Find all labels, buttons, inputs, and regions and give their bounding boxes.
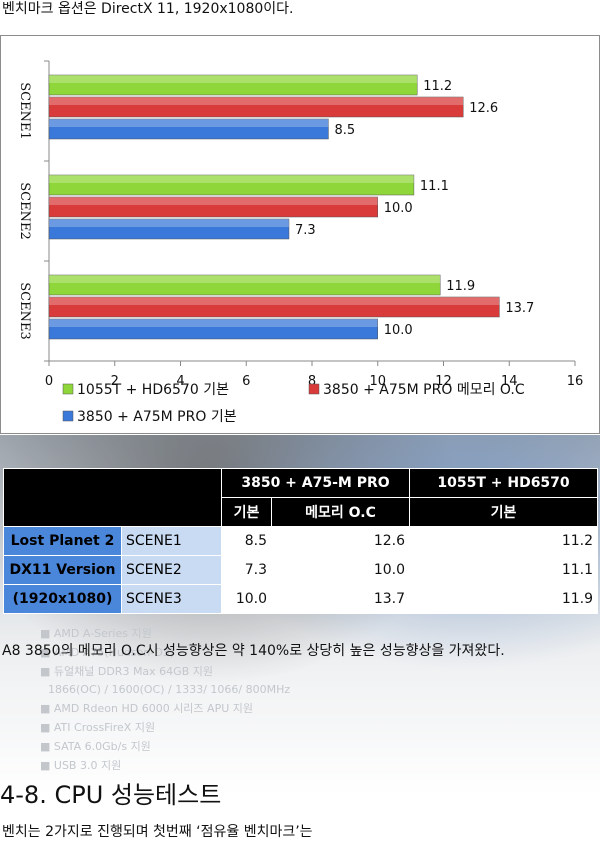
x-tick-label: 6	[242, 374, 250, 389]
watermark-line: ■ ATI CrossFireX 지원	[40, 720, 156, 734]
watermark-line: ■ AMD Rdeon HD 6000 시리즈 APU 지원	[40, 702, 253, 716]
group-header-3850: 3850 + A75-M PRO	[220, 468, 411, 498]
sub-header-basic-1055t: 기본	[409, 497, 599, 527]
data-label: 7.3	[295, 223, 316, 238]
value-cell: 10.0	[270, 555, 411, 585]
watermark-line: 1866(OC) / 1600(OC) / 1333/ 1066/ 800MHz	[48, 683, 291, 697]
game-name-line: Lost Planet 2	[3, 526, 122, 556]
bar-highlight	[49, 119, 329, 127]
bar-highlight	[49, 197, 378, 205]
watermark-line: ■ AMD A75(Hudson-D3)	[40, 645, 175, 659]
value-cell: 13.7	[270, 584, 411, 614]
benchmark-chart-svg: 0 2 4 6 8 10 12 14 16 11.2 12.6 8.5 SCENE1 11.1 10.0 7.…	[17, 60, 584, 425]
table-row: Lost Planet 2 SCENE1 8.5 12.6 11.2	[3, 526, 599, 556]
bar	[48, 218, 290, 240]
bar-highlight	[49, 97, 464, 105]
watermark-line: ■ USB 3.0 지원	[40, 758, 122, 772]
bar	[48, 296, 500, 318]
watermark-line: ■ AMD A-Series 지원	[40, 627, 152, 640]
watermark-line: ■ 듀얼채널 DDR3 Max 64GB 지원	[40, 664, 213, 678]
data-label: 11.1	[420, 179, 449, 194]
bar-highlight	[49, 297, 500, 305]
value-cell: 10.0	[221, 584, 272, 614]
bar-highlight	[49, 75, 418, 83]
value-cell: 11.1	[409, 555, 599, 585]
x-tick-label: 2	[111, 374, 119, 389]
table-row: (1920x1080) SCENE3 10.0 13.7 11.9	[3, 584, 599, 614]
sub-header-basic: 기본	[221, 497, 272, 527]
bar-highlight	[49, 319, 378, 327]
data-label: 11.9	[446, 279, 475, 294]
category-label: SCENE3	[17, 282, 32, 339]
bar	[48, 74, 418, 96]
legend-swatch	[308, 383, 320, 395]
data-label: 10.0	[384, 323, 413, 338]
value-cell: 7.3	[221, 555, 272, 585]
bar-highlight	[49, 175, 414, 183]
legend-label: 3850 + A75M PRO 메모리 O.C	[323, 382, 525, 398]
intro-text: 벤치마크 옵션은 DirectX 11, 1920x1080이다.	[2, 1, 294, 17]
sub-header-memory-oc: 메모리 O.C	[270, 497, 411, 527]
game-resolution-line: (1920x1080)	[3, 584, 122, 614]
value-cell: 11.9	[409, 584, 599, 614]
spec-watermark: ■ AMD A-Series 지원 ■ AMD A75(Hudson-D3) ■…	[40, 625, 290, 775]
result-paragraph: A8 3850의 메모리 O.C시 성능향상은 약 140%로 상당히 높은 성…	[2, 643, 505, 659]
bar-highlight	[49, 219, 289, 227]
scene-cell: SCENE1	[121, 526, 222, 556]
x-tick-label: 16	[567, 374, 584, 389]
value-cell: 12.6	[270, 526, 411, 556]
bar-highlight	[49, 275, 441, 283]
value-cell: 11.2	[409, 526, 599, 556]
legend-label: 1055T + HD6570 기본	[77, 382, 229, 398]
value-cell: 8.5	[221, 526, 272, 556]
bar	[48, 274, 441, 296]
bar	[48, 318, 378, 340]
bar	[48, 196, 378, 218]
group-header-1055t: 1055T + HD6570	[409, 468, 599, 498]
bar	[48, 174, 415, 196]
table-corner	[3, 468, 222, 527]
benchmark-chart: 0 2 4 6 8 10 12 14 16 11.2 12.6 8.5 SCENE1 11.1 10.0 7.…	[0, 35, 600, 434]
x-tick-label: 8	[308, 374, 316, 389]
intro-paragraph-2: 벤치는 2가지로 진행되며 첫번째 ‘점유율 벤치마크’는	[2, 824, 313, 840]
x-tick-label: 14	[501, 374, 518, 389]
category-label: SCENE1	[17, 82, 32, 139]
legend-swatch	[62, 410, 74, 422]
x-tick-label: 4	[176, 374, 184, 389]
data-label: 13.7	[505, 301, 534, 316]
legend-label: 3850 + A75M PRO 기본	[77, 409, 237, 425]
bar	[48, 96, 464, 118]
table-row: DX11 Version SCENE2 7.3 10.0 11.1	[3, 555, 599, 585]
bar	[48, 118, 329, 140]
category-label: SCENE2	[17, 182, 32, 239]
scene-cell: SCENE3	[121, 584, 222, 614]
scene-cell: SCENE2	[121, 555, 222, 585]
benchmark-table: 3850 + A75-M PRO 1055T + HD6570 기본 메모리 O…	[3, 468, 599, 614]
x-tick-label: 10	[369, 374, 386, 389]
data-label: 11.2	[423, 79, 452, 94]
data-label: 10.0	[384, 201, 413, 216]
section-title: 4-8. CPU 성능테스트	[0, 781, 222, 809]
legend-swatch	[62, 383, 74, 395]
x-tick-label: 12	[435, 374, 452, 389]
data-label: 12.6	[469, 101, 498, 116]
game-version-line: DX11 Version	[3, 555, 122, 585]
x-tick-label: 0	[45, 374, 53, 389]
data-label: 8.5	[334, 123, 355, 138]
watermark-line: ■ SATA 6.0Gb/s 지원	[40, 739, 151, 753]
